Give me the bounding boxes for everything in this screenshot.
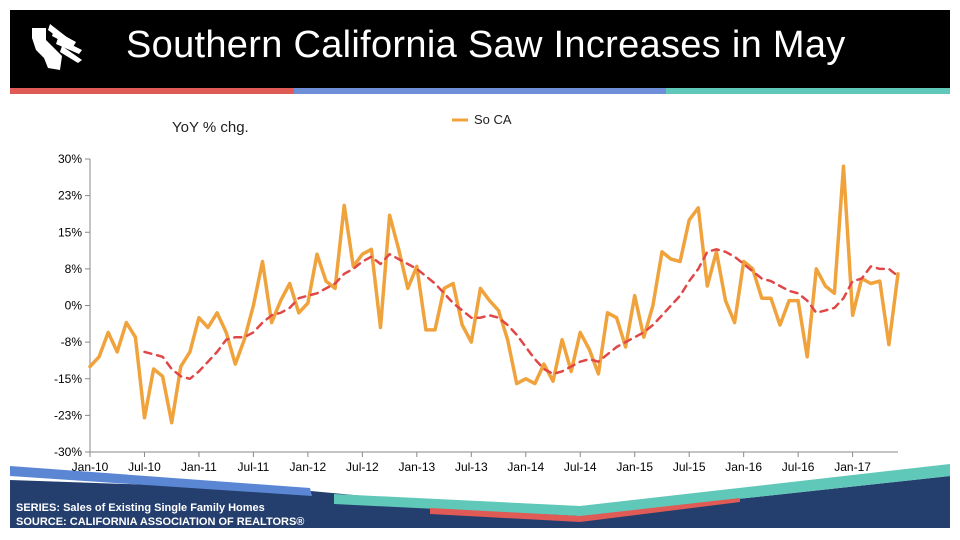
x-tick-label: Jan-15	[616, 460, 653, 474]
chart-legend: So CA	[452, 112, 512, 127]
x-tick-label: Jul-13	[455, 460, 488, 474]
y-tick-label: -15%	[54, 372, 82, 386]
y-tick-label: 23%	[58, 189, 82, 203]
x-tick-label: Jul-14	[564, 460, 597, 474]
y-axis-ticks: 30% 23% 15% 8% 0% -8% -15% -23% -30%	[54, 152, 90, 459]
footer-decoration	[10, 464, 950, 528]
california-realtors-logo-icon	[32, 24, 82, 70]
source-note: SOURCE: CALIFORNIA ASSOCIATION OF REALTO…	[16, 516, 305, 528]
accent-bar-blue	[294, 88, 666, 94]
footer-red-swoosh	[430, 498, 740, 522]
x-tick-label: Jul-10	[128, 460, 161, 474]
x-axis-ticks: Jan-10 Jul-10 Jan-11 Jul-11 Jan-12 Jul-12 Jan-…	[72, 452, 871, 474]
y-axis-title: YoY % chg.	[172, 119, 249, 136]
x-tick-label: Jul-11	[238, 460, 270, 474]
legend-label-so-ca: So CA	[474, 112, 512, 127]
series-line-so-ca	[88, 164, 900, 425]
accent-bar-teal	[666, 88, 950, 94]
x-tick-label: Jan-16	[725, 460, 762, 474]
y-tick-label: -30%	[54, 445, 82, 459]
y-tick-label: 30%	[58, 152, 82, 166]
y-tick-label: -8%	[61, 335, 83, 349]
accent-bar-red	[10, 88, 294, 94]
page-title: Southern California Saw Increases in May	[126, 24, 846, 66]
series-layer	[88, 164, 900, 425]
x-tick-label: Jan-11	[181, 460, 217, 474]
x-tick-label: Jan-12	[290, 460, 327, 474]
series-note: SERIES: Sales of Existing Single Family …	[16, 502, 265, 514]
footer-teal-swoosh	[334, 464, 950, 516]
x-tick-label: Jul-12	[346, 460, 379, 474]
y-tick-label: 8%	[65, 262, 83, 276]
x-tick-label: Jan-17	[834, 460, 871, 474]
x-tick-label: Jan-13	[398, 460, 435, 474]
x-tick-label: Jul-16	[782, 460, 815, 474]
header-bar: Southern California Saw Increases in May	[10, 10, 950, 88]
footer-blue-swoosh	[10, 466, 312, 496]
y-tick-label: -23%	[54, 408, 82, 422]
series-line-moving-average	[143, 248, 900, 381]
x-tick-label: Jan-14	[507, 460, 544, 474]
y-tick-label: 0%	[65, 299, 83, 313]
x-tick-label: Jul-15	[673, 460, 706, 474]
x-tick-label: Jan-10	[72, 460, 109, 474]
y-tick-label: 15%	[58, 225, 82, 239]
